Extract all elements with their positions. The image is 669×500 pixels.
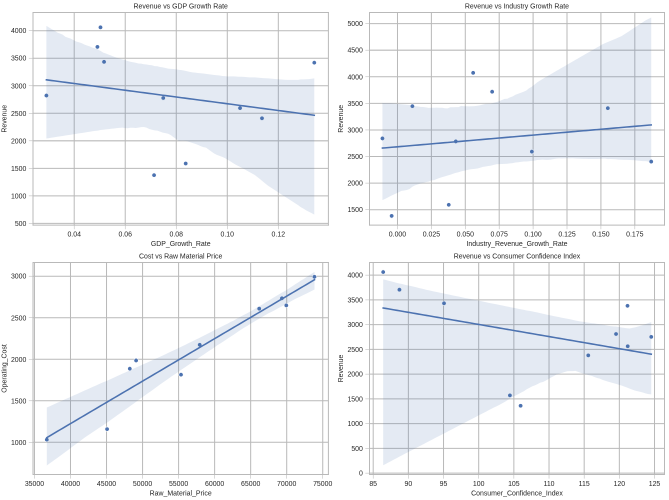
svg-text:2000: 2000: [347, 372, 363, 379]
svg-text:Revenue vs Industry Growth Rat: Revenue vs Industry Growth Rate: [465, 3, 569, 10]
svg-text:1500: 1500: [347, 396, 363, 403]
svg-text:0.050: 0.050: [457, 232, 475, 239]
svg-text:3000: 3000: [11, 83, 27, 90]
svg-text:500: 500: [15, 221, 27, 228]
svg-text:Revenue vs Consumer Confidence: Revenue vs Consumer Confidence Index: [454, 253, 581, 260]
svg-text:40000: 40000: [61, 481, 80, 488]
svg-text:2000: 2000: [11, 138, 27, 145]
svg-text:2500: 2500: [11, 111, 27, 118]
svg-text:110: 110: [543, 481, 554, 488]
svg-text:60000: 60000: [205, 481, 224, 488]
svg-text:0.000: 0.000: [389, 232, 407, 239]
svg-text:1000: 1000: [11, 193, 27, 200]
svg-text:0.08: 0.08: [170, 232, 184, 239]
svg-text:4000: 4000: [347, 74, 363, 81]
svg-text:Raw_Material_Price: Raw_Material_Price: [150, 490, 212, 497]
svg-text:4000: 4000: [11, 28, 27, 35]
svg-text:1000: 1000: [11, 440, 27, 447]
svg-text:0.125: 0.125: [558, 232, 576, 239]
svg-text:Revenue vs GDP Growth Rate: Revenue vs GDP Growth Rate: [134, 3, 228, 10]
svg-text:Industry_Revenue_Growth_Rate: Industry_Revenue_Growth_Rate: [466, 241, 567, 248]
svg-text:0.075: 0.075: [491, 232, 509, 239]
svg-text:Revenue: Revenue: [338, 105, 345, 133]
svg-text:65000: 65000: [241, 481, 260, 488]
svg-text:2500: 2500: [347, 347, 363, 354]
svg-text:70000: 70000: [277, 481, 296, 488]
svg-text:105: 105: [508, 481, 520, 488]
svg-text:125: 125: [649, 481, 661, 488]
svg-text:85: 85: [369, 481, 377, 488]
svg-text:Revenue: Revenue: [2, 105, 9, 133]
svg-text:115: 115: [579, 481, 590, 488]
svg-text:500: 500: [351, 446, 363, 453]
svg-text:35000: 35000: [25, 481, 44, 488]
svg-text:Revenue: Revenue: [338, 354, 345, 382]
svg-text:Cost vs Raw Material Price: Cost vs Raw Material Price: [139, 253, 222, 260]
svg-text:50000: 50000: [133, 481, 152, 488]
svg-text:0.04: 0.04: [67, 232, 81, 239]
svg-text:0.025: 0.025: [423, 232, 441, 239]
svg-text:5000: 5000: [347, 21, 363, 28]
svg-text:0.150: 0.150: [592, 232, 610, 239]
svg-text:3500: 3500: [347, 297, 363, 304]
svg-text:1500: 1500: [11, 398, 27, 405]
svg-text:0.175: 0.175: [626, 232, 644, 239]
svg-text:2000: 2000: [347, 181, 363, 188]
svg-text:0.06: 0.06: [118, 232, 132, 239]
svg-text:0: 0: [359, 471, 363, 478]
svg-text:2500: 2500: [347, 154, 363, 161]
svg-text:1500: 1500: [347, 207, 363, 214]
svg-text:Consumer_Confidence_Index: Consumer_Confidence_Index: [471, 490, 563, 497]
svg-text:75000: 75000: [313, 481, 332, 488]
svg-text:0.10: 0.10: [221, 232, 235, 239]
svg-text:3500: 3500: [347, 101, 363, 108]
svg-text:100: 100: [473, 481, 485, 488]
svg-text:4500: 4500: [347, 48, 363, 55]
svg-text:3000: 3000: [347, 322, 363, 329]
svg-text:0.100: 0.100: [524, 232, 542, 239]
svg-text:120: 120: [614, 481, 626, 488]
svg-text:0.12: 0.12: [272, 232, 286, 239]
svg-text:1000: 1000: [347, 421, 363, 428]
svg-text:95: 95: [440, 481, 448, 488]
svg-text:2500: 2500: [11, 315, 27, 322]
svg-text:3000: 3000: [11, 274, 27, 281]
svg-text:3500: 3500: [11, 56, 27, 63]
svg-text:GDP_Growth_Rate: GDP_Growth_Rate: [151, 241, 211, 248]
svg-text:45000: 45000: [97, 481, 116, 488]
svg-text:90: 90: [405, 481, 413, 488]
svg-text:3000: 3000: [347, 127, 363, 134]
svg-text:1500: 1500: [11, 166, 27, 173]
svg-text:4000: 4000: [347, 273, 363, 280]
svg-text:Operating_Cost: Operating_Cost: [2, 344, 9, 393]
svg-text:2000: 2000: [11, 357, 27, 364]
svg-text:55000: 55000: [169, 481, 188, 488]
